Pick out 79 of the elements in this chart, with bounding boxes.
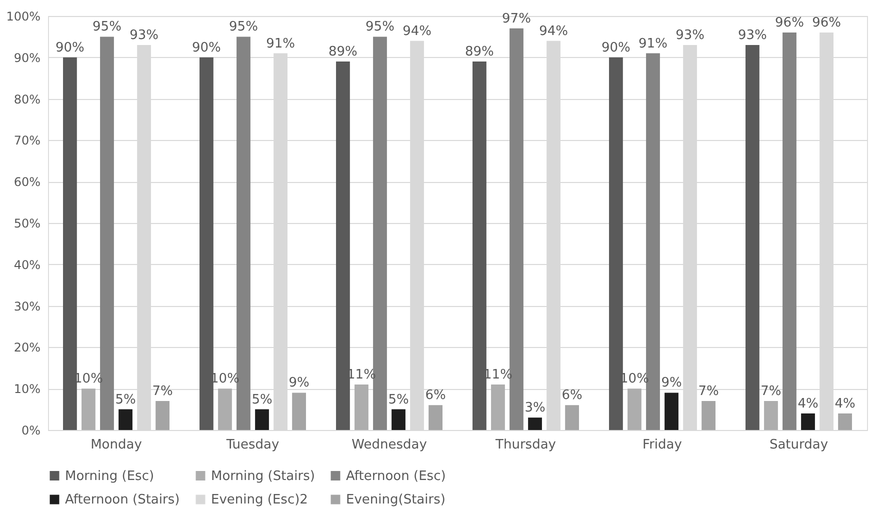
data-label: 5% bbox=[388, 392, 409, 408]
bar bbox=[565, 405, 579, 430]
bar bbox=[255, 409, 269, 430]
bar bbox=[156, 401, 170, 430]
data-label: 93% bbox=[738, 28, 767, 43]
bar bbox=[746, 44, 760, 430]
data-label: 90% bbox=[56, 40, 84, 56]
legend-label: Afternoon (Stairs) bbox=[65, 492, 180, 508]
data-label: 7% bbox=[698, 384, 719, 400]
x-tick-label: Saturday bbox=[769, 438, 828, 452]
legend-label: Morning (Stairs) bbox=[211, 468, 315, 484]
bar bbox=[63, 57, 77, 430]
data-label: 90% bbox=[602, 40, 630, 56]
data-label: 94% bbox=[539, 24, 568, 39]
data-label: 89% bbox=[465, 44, 494, 60]
bar bbox=[782, 32, 796, 430]
legend-label: Evening (Esc)2 bbox=[211, 492, 308, 508]
data-label: 6% bbox=[562, 388, 582, 404]
bar bbox=[428, 405, 442, 430]
bar bbox=[292, 392, 306, 430]
bar bbox=[801, 413, 815, 430]
data-label: 9% bbox=[661, 376, 682, 391]
data-label: 7% bbox=[152, 384, 173, 400]
data-label: 96% bbox=[775, 16, 804, 31]
data-label: 89% bbox=[328, 44, 358, 60]
data-label: 97% bbox=[502, 11, 531, 26]
bar bbox=[472, 62, 486, 430]
y-tick-label: 90% bbox=[14, 50, 40, 65]
bar bbox=[838, 413, 852, 430]
legend-label: Afternoon (Esc) bbox=[346, 468, 446, 484]
y-tick-label: 40% bbox=[14, 258, 40, 272]
bar bbox=[218, 388, 232, 430]
x-tick-label: Friday bbox=[642, 438, 682, 452]
x-tick-label: Thursday bbox=[494, 438, 556, 452]
data-label: 4% bbox=[834, 396, 856, 412]
y-tick-label: 30% bbox=[14, 299, 40, 314]
legend-label: Evening(Stairs) bbox=[346, 492, 446, 508]
data-label: 95% bbox=[366, 20, 394, 35]
y-tick-label: 50% bbox=[14, 216, 40, 230]
legend-label: Morning (Esc) bbox=[65, 468, 154, 484]
bar bbox=[392, 409, 406, 430]
data-label: 91% bbox=[638, 36, 668, 52]
data-label: 91% bbox=[266, 36, 295, 52]
x-tick-label: Wednesday bbox=[352, 438, 428, 452]
bar bbox=[118, 409, 132, 430]
x-tick-label: Tuesday bbox=[225, 438, 280, 452]
bar bbox=[82, 388, 96, 430]
data-label: 9% bbox=[288, 376, 310, 391]
bar bbox=[664, 392, 678, 430]
bar bbox=[200, 57, 214, 430]
data-label: 3% bbox=[524, 400, 546, 416]
data-label: 4% bbox=[798, 396, 818, 412]
data-label: 94% bbox=[402, 24, 432, 39]
bar bbox=[609, 57, 623, 430]
bar bbox=[702, 401, 716, 430]
y-tick-label: 80% bbox=[14, 92, 40, 106]
data-label: 6% bbox=[425, 388, 446, 404]
bar bbox=[336, 62, 350, 430]
data-label: 93% bbox=[676, 28, 704, 43]
bar bbox=[628, 388, 642, 430]
bar bbox=[764, 401, 778, 430]
y-tick-label: 100% bbox=[6, 10, 40, 24]
y-tick-label: 60% bbox=[14, 175, 40, 190]
y-tick-label: 20% bbox=[14, 340, 40, 355]
data-label: 95% bbox=[92, 20, 122, 35]
data-label: 95% bbox=[229, 20, 258, 35]
data-label: 93% bbox=[130, 28, 158, 43]
bar bbox=[528, 418, 542, 430]
y-tick-label: 70% bbox=[14, 134, 40, 148]
bar bbox=[491, 384, 505, 430]
data-label: 96% bbox=[812, 16, 841, 31]
data-label: 5% bbox=[252, 392, 272, 408]
data-label: 5% bbox=[115, 392, 136, 408]
y-tick-label: 0% bbox=[21, 424, 40, 438]
bar bbox=[354, 384, 368, 430]
data-label: 7% bbox=[760, 384, 782, 400]
y-tick-label: 10% bbox=[14, 382, 40, 396]
data-label: 90% bbox=[192, 40, 221, 56]
x-tick-label: Monday bbox=[90, 438, 142, 452]
